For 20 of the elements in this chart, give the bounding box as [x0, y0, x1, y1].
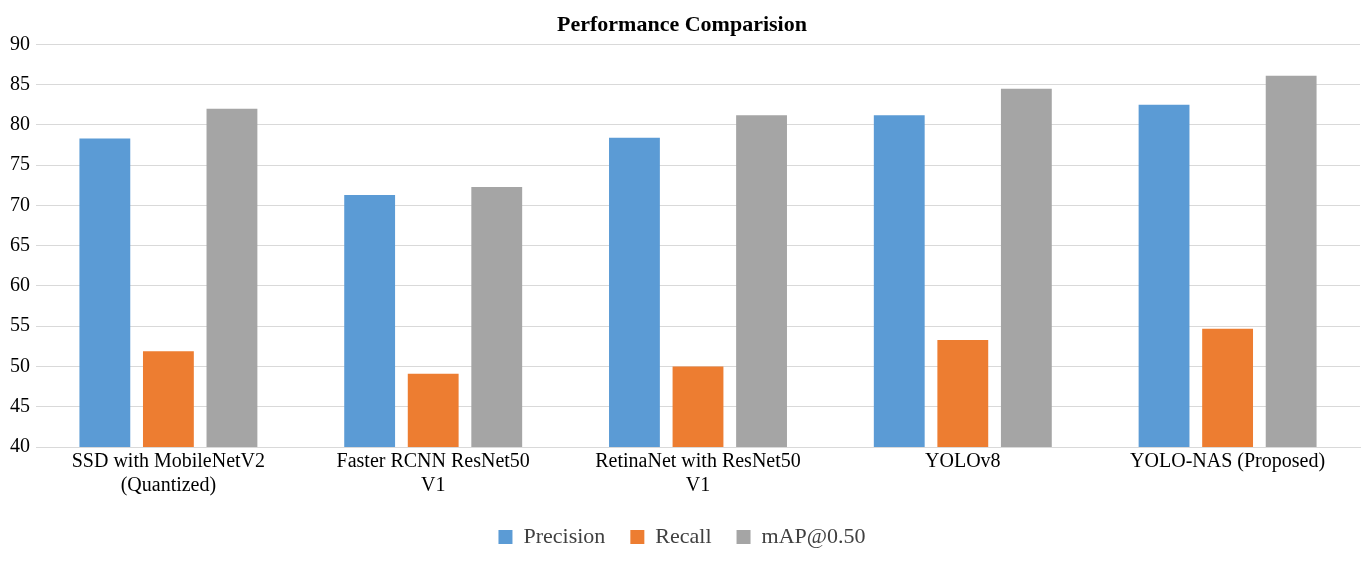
x-tick-label: SSD with MobileNetV2 (Quantized): [71, 449, 266, 497]
x-tick-label: RetinaNet with ResNet50 V1: [595, 449, 801, 496]
x-tick-label: YOLO-NAS (Proposed): [1130, 449, 1326, 473]
legend-label: Recall: [655, 522, 712, 548]
y-tick-label: 75: [10, 152, 30, 175]
y-tick-label: 65: [10, 232, 30, 255]
chart-title: Performance Comparision: [557, 10, 807, 36]
legend-label: mAP@0.50: [761, 522, 866, 548]
y-tick-label: 90: [10, 31, 30, 54]
y-tick-label: 45: [10, 393, 30, 416]
y-tick-label: 85: [10, 71, 30, 94]
y-tick-label: 50: [10, 353, 30, 376]
y-tick-label: 70: [10, 192, 30, 215]
legend-label: Precision: [523, 522, 606, 548]
y-tick-label: 40: [10, 434, 30, 457]
y-tick-label: 55: [10, 313, 30, 336]
x-tick-label: YOLOv8: [925, 449, 1001, 472]
y-tick-label: 60: [10, 273, 30, 296]
y-tick-label: 80: [10, 112, 30, 135]
x-tick-label: Faster RCNN ResNet50 V1: [336, 449, 530, 496]
